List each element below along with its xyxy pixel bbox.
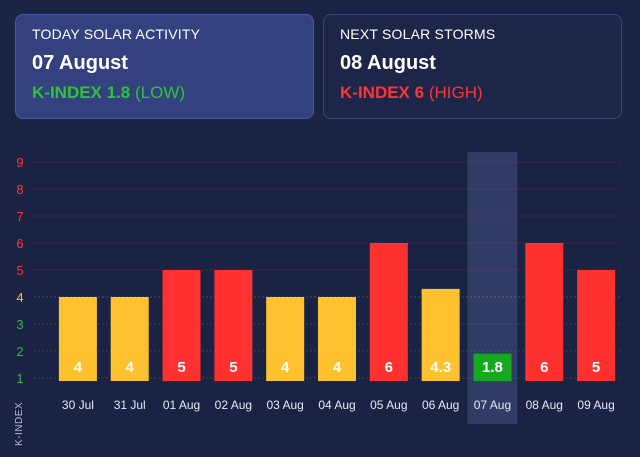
y-tick-label: 8 bbox=[16, 182, 23, 197]
storm-card-title: NEXT SOLAR STORMS bbox=[340, 26, 496, 42]
y-tick-label: 5 bbox=[16, 263, 23, 278]
bar-value-label: 1.8 bbox=[482, 359, 503, 376]
x-tick-label: 01 Aug bbox=[163, 398, 200, 412]
bar bbox=[266, 297, 305, 381]
x-tick-label: 31 Jul bbox=[114, 398, 146, 412]
bar-value-label: 6 bbox=[540, 359, 548, 376]
y-axis-label: K-INDEX bbox=[14, 401, 25, 446]
bar-value-label: 5 bbox=[177, 359, 185, 376]
x-tick-label: 03 Aug bbox=[266, 398, 303, 412]
bar bbox=[473, 353, 512, 381]
y-tick-label: 3 bbox=[16, 317, 23, 332]
storm-card-date: 08 August bbox=[340, 52, 436, 74]
bar bbox=[369, 243, 408, 381]
today-card-date: 07 August bbox=[32, 52, 128, 74]
bar bbox=[421, 288, 460, 381]
y-tick-label: 1 bbox=[16, 371, 23, 386]
bar bbox=[214, 270, 253, 381]
bar bbox=[577, 270, 616, 381]
y-tick-label: 2 bbox=[16, 344, 23, 359]
x-tick-label: 05 Aug bbox=[370, 398, 407, 412]
bar-value-label: 4 bbox=[126, 359, 135, 376]
storm-kindex: K-INDEX 6 (HIGH) bbox=[340, 83, 605, 103]
today-activity-card: TODAY SOLAR ACTIVITY 07 August K-INDEX 1… bbox=[15, 14, 314, 119]
today-kindex-value: K-INDEX 1.8 bbox=[32, 83, 131, 102]
bar bbox=[110, 297, 149, 381]
bar-value-label: 6 bbox=[385, 359, 393, 376]
bar-value-label: 4 bbox=[74, 359, 83, 376]
bar bbox=[525, 243, 564, 381]
storm-kindex-level: (HIGH) bbox=[428, 83, 483, 102]
kindex-bar-chart: 1 2 3 4 5 6 7 8 9 4 30 Jul 4 31 Jul 5 01 Aug 5 02 Aug 4 03… bbox=[16, 152, 622, 424]
today-kindex: K-INDEX 1.8 (LOW) bbox=[32, 83, 297, 103]
bar-value-label: 4 bbox=[281, 359, 290, 376]
storm-kindex-value: K-INDEX 6 bbox=[340, 83, 425, 102]
highlight-band bbox=[467, 152, 518, 424]
y-tick-label: 4 bbox=[16, 290, 23, 305]
x-tick-label: 07 Aug bbox=[474, 398, 511, 412]
bar-value-label: 5 bbox=[592, 359, 600, 376]
bar bbox=[318, 297, 356, 381]
today-card-title: TODAY SOLAR ACTIVITY bbox=[32, 26, 201, 42]
y-tick-label: 6 bbox=[16, 236, 23, 251]
y-tick-label: 9 bbox=[16, 155, 23, 170]
bar-value-label: 5 bbox=[229, 359, 237, 376]
bar bbox=[162, 270, 201, 381]
next-storm-card: NEXT SOLAR STORMS 08 August K-INDEX 6 (H… bbox=[323, 14, 622, 119]
today-kindex-level: (LOW) bbox=[134, 83, 186, 102]
x-tick-label: 30 Jul bbox=[62, 398, 94, 412]
y-tick-label: 7 bbox=[16, 209, 23, 224]
x-tick-label: 08 Aug bbox=[526, 398, 563, 412]
x-tick-label: 02 Aug bbox=[215, 398, 252, 412]
x-tick-label: 04 Aug bbox=[318, 398, 355, 412]
x-tick-label: 06 Aug bbox=[422, 398, 459, 412]
bar-value-label: 4 bbox=[333, 359, 342, 376]
bar-value-label: 4.3 bbox=[430, 359, 451, 376]
bar bbox=[58, 297, 97, 381]
x-tick-label: 09 Aug bbox=[577, 398, 614, 412]
